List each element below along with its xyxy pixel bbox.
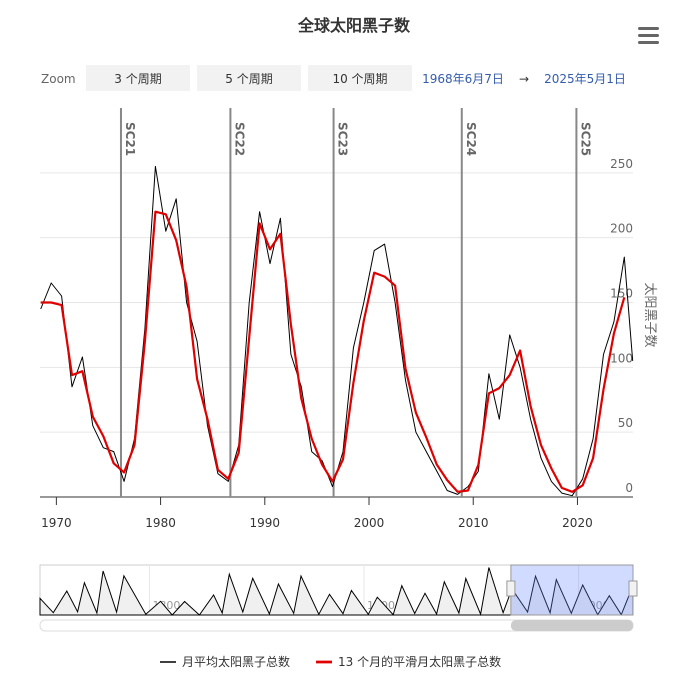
range-from[interactable]: 1968年6月7日 <box>422 72 504 86</box>
cycle-label: SC23 <box>336 122 350 156</box>
legend-item[interactable]: 13 个月的平滑月太阳黑子总数 <box>316 654 501 669</box>
range-arrow: → <box>519 72 529 86</box>
range-to[interactable]: 2025年5月1日 <box>544 72 626 86</box>
navigator-area <box>39 567 634 616</box>
navigator-handle[interactable] <box>506 580 516 597</box>
cycle-label: SC24 <box>464 122 478 156</box>
zoom-button[interactable] <box>86 65 190 91</box>
cycle-label: SC22 <box>232 122 246 156</box>
x-tick-label: 2020 <box>562 516 593 530</box>
zoom-button-label[interactable]: 3 个周期 <box>114 72 161 86</box>
navigator-mask <box>510 564 634 616</box>
chart-title: 全球太阳黑子数 <box>297 16 411 35</box>
zoom-button-label[interactable]: 5 个周期 <box>225 72 272 86</box>
y-tick-label: 100 <box>610 351 633 365</box>
menu-button[interactable] <box>638 27 659 44</box>
x-tick-label: 1990 <box>250 516 281 530</box>
zoom-button-label[interactable]: 10 个周期 <box>332 72 387 86</box>
zoom-label: Zoom <box>41 72 76 86</box>
y-tick-label: 0 <box>625 481 633 495</box>
x-tick-label: 1980 <box>145 516 176 530</box>
menu-bar <box>638 41 659 44</box>
zoom-button[interactable] <box>197 65 301 91</box>
menu-bar <box>638 27 659 30</box>
x-tick-label: 2000 <box>354 516 385 530</box>
x-tick-label: 2010 <box>458 516 489 530</box>
scrollbar-thumb[interactable] <box>510 620 633 631</box>
cycle-label: SC21 <box>123 122 137 156</box>
menu-bar <box>638 34 659 37</box>
legend-label: 月平均太阳黑子总数 <box>182 654 290 669</box>
cycle-label: SC25 <box>578 122 592 156</box>
y-tick-label: 50 <box>618 416 633 430</box>
y-tick-label: 200 <box>610 222 633 236</box>
y-tick-label: 150 <box>610 287 633 301</box>
navigator-handle[interactable] <box>628 580 638 597</box>
y-tick-label: 250 <box>610 157 633 171</box>
y-axis-title: 太阳黑子数 <box>642 282 657 347</box>
legend-item[interactable]: 月平均太阳黑子总数 <box>160 654 290 669</box>
x-tick-label: 1970 <box>41 516 72 530</box>
zoom-button[interactable] <box>308 65 412 91</box>
series-line <box>40 210 626 493</box>
legend-label: 13 个月的平滑月太阳黑子总数 <box>338 654 501 669</box>
